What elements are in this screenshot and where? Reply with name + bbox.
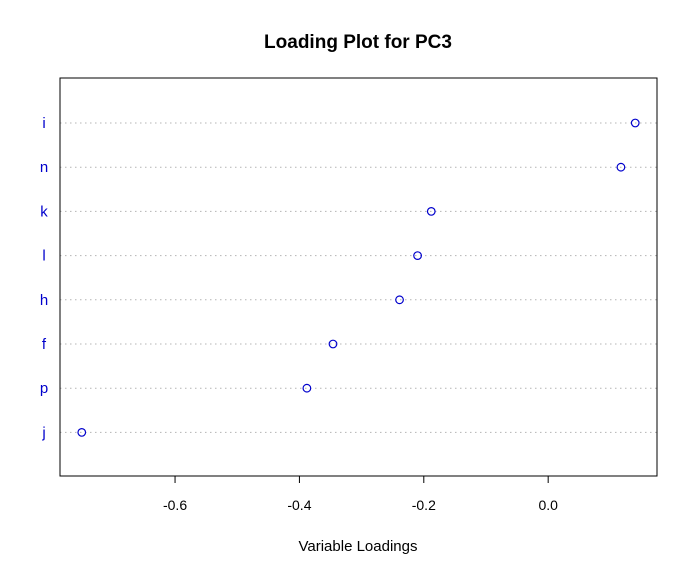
category-label-p: p	[40, 380, 48, 397]
data-points	[77, 118, 640, 437]
x-axis-label: Variable Loadings	[299, 538, 418, 555]
category-label-n: n	[40, 159, 48, 176]
x-tick-label: 0.0	[538, 497, 558, 513]
data-point-j	[77, 428, 87, 437]
category-label-f: f	[42, 336, 47, 353]
x-tick-label: -0.6	[163, 497, 187, 513]
x-axis: -0.6 -0.4 -0.2 0.0	[163, 475, 558, 513]
data-point-i	[630, 118, 640, 128]
data-point-l	[413, 251, 422, 261]
category-label-l: l	[42, 248, 45, 265]
data-point-n	[616, 162, 626, 172]
data-point-h	[395, 295, 404, 305]
x-tick-label: -0.4	[287, 497, 311, 513]
category-label-j: j	[41, 424, 45, 441]
category-label-h: h	[40, 292, 48, 309]
data-point-f	[328, 339, 338, 349]
plot-frame	[59, 77, 658, 477]
category-label-k: k	[40, 203, 48, 220]
category-label-i: i	[42, 115, 45, 132]
data-point-p	[302, 383, 312, 393]
x-tick-label: -0.2	[412, 497, 436, 513]
chart-title: Loading Plot for PC3	[264, 32, 452, 53]
data-point-k	[426, 206, 436, 216]
category-labels: i n k l h f p j	[40, 115, 48, 441]
grid-lines	[60, 122, 657, 433]
